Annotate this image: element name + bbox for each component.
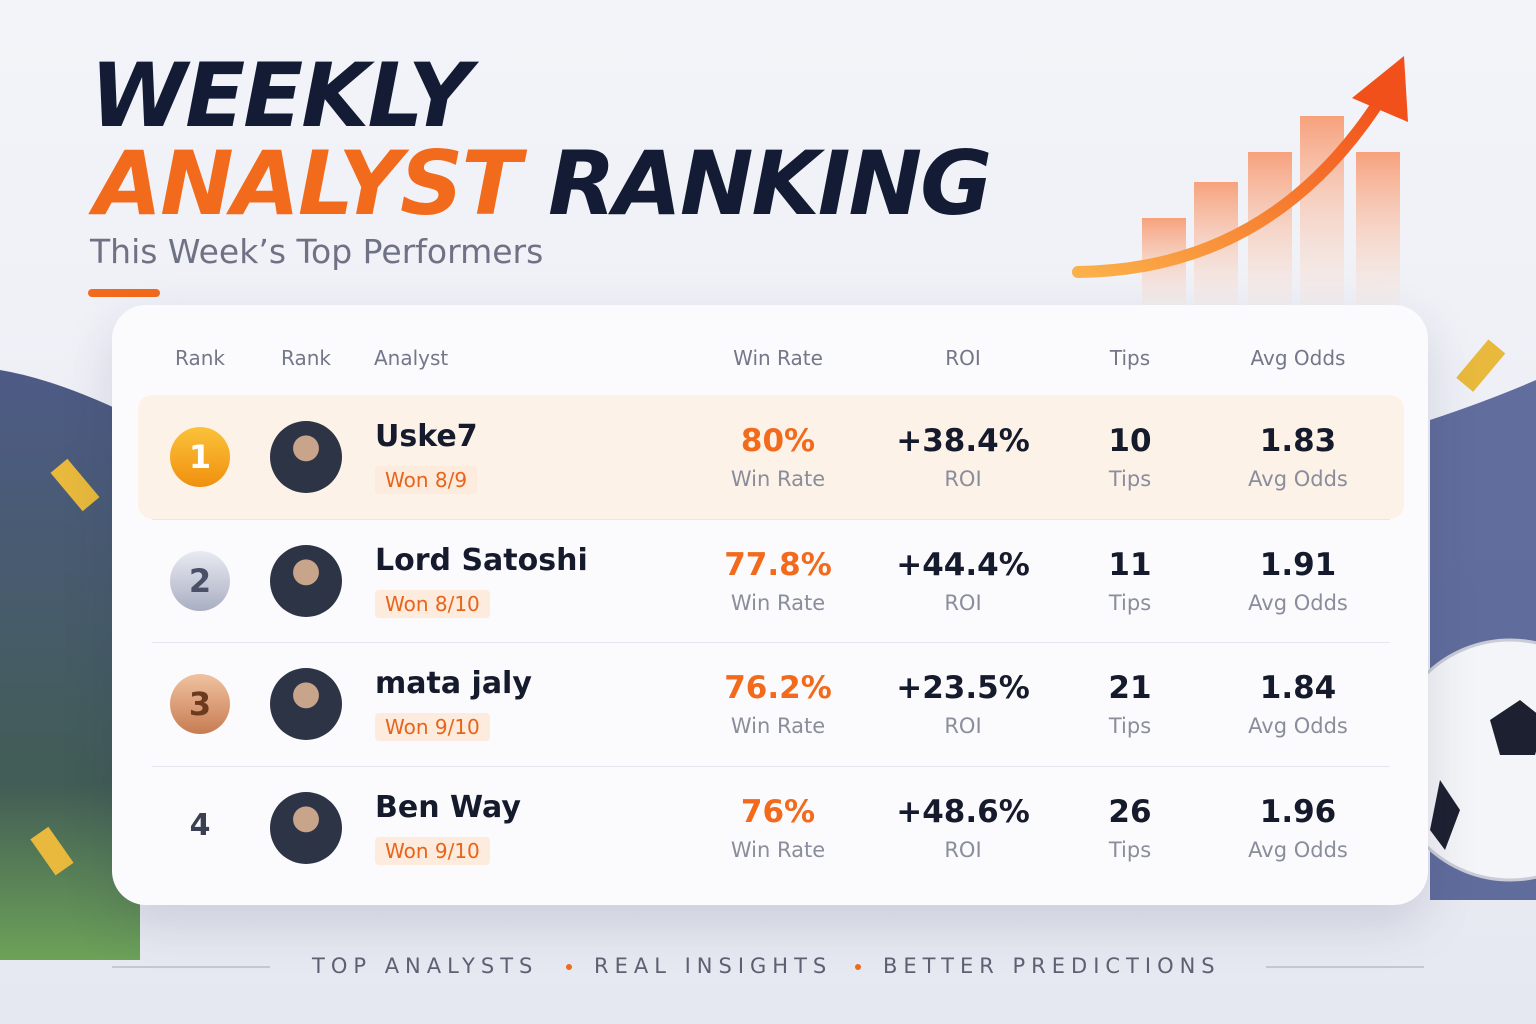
record-badge: Won 9/10 (375, 713, 490, 741)
column-header: Win Rate (733, 346, 823, 370)
rank: 4 (189, 807, 211, 843)
win-rate: 76.2% (724, 670, 832, 706)
column-header: Tips (1109, 346, 1151, 370)
title-accent: ANALYST (94, 132, 521, 235)
tips-label: Tips (1108, 590, 1152, 615)
roi: +44.4% (896, 546, 1030, 583)
tips-label: Tips (1108, 837, 1152, 862)
roi: +38.4% (896, 423, 1030, 459)
avg-odds: 1.83 (1259, 423, 1337, 459)
roi-label: ROI (944, 590, 982, 615)
row-divider (152, 765, 1390, 767)
tips-label: Tips (1108, 467, 1152, 491)
rank-medal: 3 (170, 674, 230, 734)
avg-odds: 1.96 (1259, 793, 1337, 830)
roi: +48.6% (896, 793, 1030, 830)
roi-label: ROI (944, 714, 982, 738)
avg-odds-label: Avg Odds (1248, 837, 1348, 862)
tips: 10 (1108, 423, 1152, 459)
win-rate: 80% (740, 423, 816, 459)
footer-item: TOP ANALYSTS (312, 954, 539, 978)
avg-odds-label: Avg Odds (1248, 590, 1348, 615)
tips-label: Tips (1108, 714, 1152, 738)
column-header: Rank (281, 346, 331, 370)
record-badge: Won 8/10 (375, 589, 490, 618)
avg-odds-label: Avg Odds (1248, 714, 1348, 738)
win-rate-label: Win Rate (730, 590, 826, 615)
avatar (270, 791, 342, 864)
roi: +23.5% (896, 670, 1030, 706)
roi-label: ROI (944, 837, 982, 862)
record-badge: Won 9/10 (375, 836, 490, 865)
footer-item: REAL INSIGHTS (594, 954, 833, 978)
rank-medal: 1 (170, 427, 230, 487)
title-rest: RANKING (548, 132, 992, 235)
title-line: ANALYST RANKING (94, 140, 992, 228)
avg-odds: 1.91 (1259, 546, 1337, 583)
column-header: Avg Odds (1250, 346, 1346, 370)
win-rate-label: Win Rate (730, 714, 826, 738)
tips: 21 (1108, 670, 1152, 706)
win-rate-label: Win Rate (730, 467, 826, 491)
avg-odds-label: Avg Odds (1248, 467, 1348, 491)
analyst-name: Ben Way (375, 789, 521, 825)
win-rate-label: Win Rate (730, 837, 826, 862)
tips: 11 (1108, 546, 1152, 583)
row-highlight (138, 395, 1404, 519)
avatar (270, 668, 342, 740)
analyst-name: Uske7 (375, 419, 478, 454)
rank-medal: 2 (170, 550, 230, 611)
footer-item: BETTER PREDICTIONS (883, 954, 1221, 978)
avg-odds: 1.84 (1259, 670, 1337, 706)
win-rate: 76% (740, 793, 816, 830)
tips: 26 (1108, 793, 1152, 830)
row-divider (152, 642, 1390, 643)
column-header: Rank (175, 346, 225, 370)
roi-label: ROI (944, 467, 982, 491)
subtitle: This Week’s Top Performers (90, 232, 544, 271)
title: WEEKLY (90, 44, 472, 147)
analyst-name: Lord Satoshi (375, 542, 588, 578)
avatar (270, 544, 342, 617)
avatar (270, 421, 342, 493)
win-rate: 77.8% (724, 546, 832, 583)
analyst-name: mata jaly (375, 666, 532, 701)
record-badge: Won 8/9 (375, 466, 478, 494)
column-header: Analyst (374, 346, 449, 370)
row-divider (152, 518, 1390, 520)
column-header: ROI (945, 346, 981, 370)
